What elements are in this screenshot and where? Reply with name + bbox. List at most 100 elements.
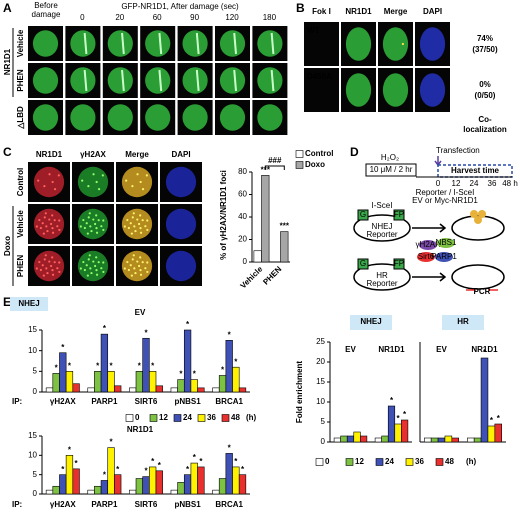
significance: * xyxy=(396,414,400,423)
damage-stripe xyxy=(83,69,88,92)
focus xyxy=(138,222,141,226)
focus xyxy=(123,267,126,270)
row-label: Vehicle xyxy=(16,29,25,57)
column-header: Before xyxy=(34,1,58,10)
legend-swatch xyxy=(221,414,230,422)
bar xyxy=(72,468,80,495)
focus xyxy=(125,179,128,182)
significance: * xyxy=(75,459,79,468)
x-tick-label: EV xyxy=(436,345,447,354)
nucleus xyxy=(219,67,246,94)
focus xyxy=(48,260,51,263)
focus xyxy=(42,274,45,277)
bar xyxy=(135,371,143,393)
legend-swatch xyxy=(295,150,304,158)
significance: * xyxy=(199,457,203,466)
bar xyxy=(444,435,453,443)
focus xyxy=(81,179,84,182)
panel-label: E xyxy=(3,295,11,309)
gfp: FP xyxy=(394,259,404,268)
focus xyxy=(139,180,142,184)
x-tick-label: PARP1 xyxy=(91,500,118,509)
bracket xyxy=(264,165,285,170)
focus xyxy=(146,261,149,264)
focus xyxy=(95,180,98,184)
nucleus xyxy=(419,73,446,107)
nucleus xyxy=(345,73,372,107)
focus xyxy=(131,258,134,261)
bar xyxy=(107,447,115,495)
gfp-box xyxy=(357,209,369,221)
bar xyxy=(487,425,496,443)
focus xyxy=(130,274,133,277)
row-label: WT xyxy=(307,26,320,35)
bar xyxy=(387,405,396,443)
tag: NHEJ xyxy=(18,299,39,308)
bar xyxy=(451,437,460,443)
significance: * xyxy=(193,370,197,379)
column-header: Merge xyxy=(384,7,408,16)
gfp-box xyxy=(357,258,369,270)
protein xyxy=(437,238,455,248)
focus xyxy=(46,229,49,233)
focus xyxy=(39,268,42,272)
reporter: NHEJ xyxy=(372,222,393,231)
focus xyxy=(41,264,44,267)
bar xyxy=(340,435,348,443)
significance: * xyxy=(103,471,107,480)
legend-label: 48 xyxy=(231,413,240,422)
row-group-label: NR1D1 xyxy=(3,48,12,75)
bar xyxy=(212,387,220,393)
legend-label: 0 xyxy=(135,413,140,422)
significance: * xyxy=(186,320,190,329)
count: (0/50) xyxy=(475,91,496,100)
percent: 74% xyxy=(477,34,493,43)
significance: * xyxy=(109,438,113,447)
nucleus xyxy=(257,67,283,94)
x-tick-label: SIRT6 xyxy=(135,500,158,509)
focus xyxy=(86,232,89,235)
nucleus xyxy=(107,67,133,94)
bar xyxy=(232,466,240,495)
bar xyxy=(437,437,446,443)
focus xyxy=(42,232,45,235)
focus xyxy=(50,264,53,268)
focus xyxy=(82,260,85,264)
legend-unit: (h) xyxy=(466,457,477,466)
significance: * xyxy=(61,465,65,474)
bar xyxy=(212,489,220,495)
nucleus xyxy=(382,27,409,61)
nucleus xyxy=(145,67,171,94)
focus xyxy=(85,222,88,225)
legend-label: 36 xyxy=(207,413,216,422)
focus xyxy=(90,271,93,275)
bar xyxy=(107,371,115,393)
y-tick-label: 10 xyxy=(28,346,37,355)
focus xyxy=(48,173,51,176)
row-label: D450A xyxy=(307,72,332,81)
focus xyxy=(53,219,56,222)
damage-stripe xyxy=(195,32,200,55)
significance: * xyxy=(151,361,155,370)
treatment-box xyxy=(365,163,417,177)
nucleus xyxy=(70,104,96,131)
significance: * xyxy=(158,461,162,470)
bar xyxy=(218,478,227,495)
damage-stripe xyxy=(158,69,163,92)
significance: * xyxy=(179,370,183,379)
bar xyxy=(374,437,382,443)
significance: * xyxy=(241,465,245,474)
nucleus xyxy=(107,30,133,57)
nucleus xyxy=(165,250,197,282)
bar xyxy=(59,474,67,495)
x-tick-label: BRCA1 xyxy=(215,500,243,509)
significance: * xyxy=(228,330,232,339)
bar xyxy=(65,455,74,495)
focus xyxy=(131,184,134,188)
focus xyxy=(136,260,139,263)
bar xyxy=(225,453,233,495)
footer: localization xyxy=(463,125,507,134)
panel-label: C xyxy=(3,145,12,159)
bar xyxy=(253,250,262,263)
focus xyxy=(43,184,46,188)
